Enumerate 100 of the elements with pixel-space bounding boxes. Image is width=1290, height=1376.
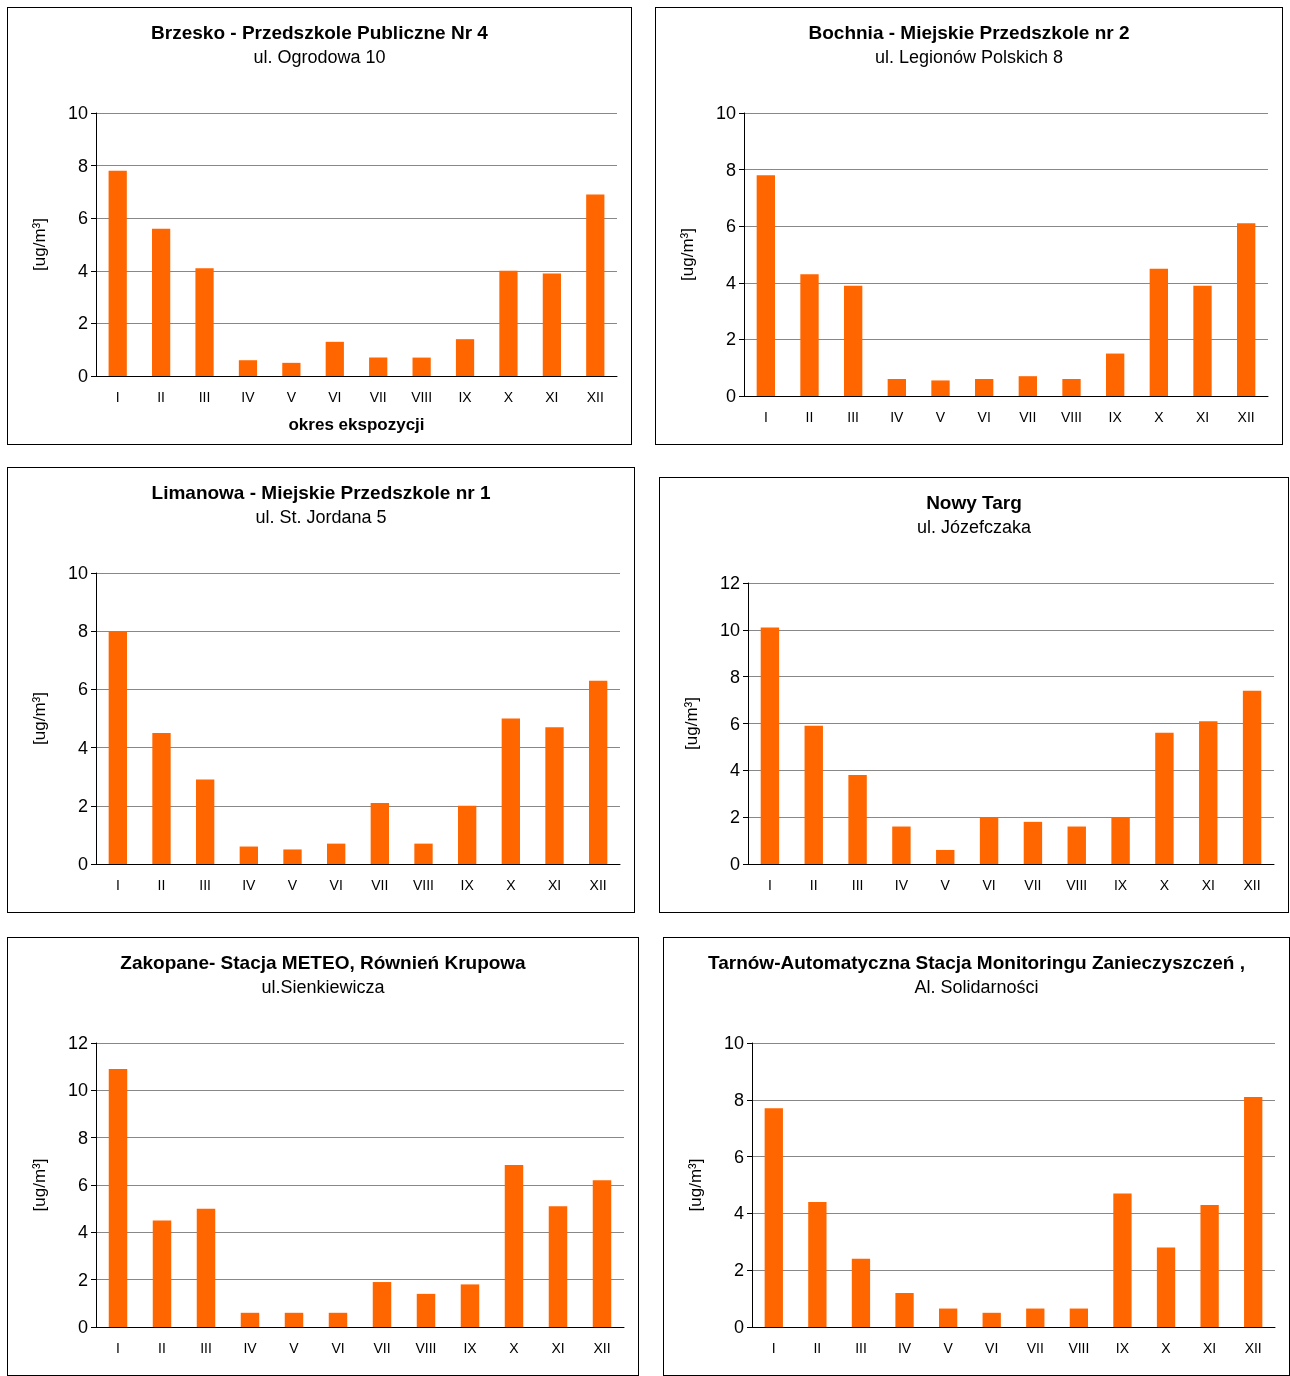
x-tick-label: X <box>1161 1340 1172 1356</box>
x-tick-label: II <box>157 877 166 893</box>
bar <box>931 380 950 396</box>
x-tick-label: XII <box>1244 1340 1262 1356</box>
bar <box>1113 1193 1132 1327</box>
x-tick-label: I <box>763 409 768 425</box>
bar <box>196 1208 216 1327</box>
y-tick-label: 10 <box>67 1080 88 1101</box>
bar <box>369 357 388 376</box>
bar <box>975 379 994 396</box>
bar <box>1199 721 1218 864</box>
x-tick-label: I <box>767 877 772 893</box>
y-tick-label: 2 <box>725 329 736 350</box>
y-tick-label: 2 <box>733 1260 744 1281</box>
chart-title: Brzesko - Przedszkole Publiczne Nr 4 <box>151 22 489 43</box>
y-tick-label: 6 <box>729 713 740 734</box>
bar <box>240 1312 260 1327</box>
chart-title: Zakopane- Stacja METEO, Równień Krupowa <box>120 952 527 973</box>
x-tick-label: X <box>1154 409 1165 425</box>
x-tick-label: IX <box>1108 409 1123 425</box>
y-tick-label: 4 <box>77 737 88 758</box>
y-tick-label: 8 <box>77 621 88 642</box>
y-tick-label: 8 <box>733 1089 744 1110</box>
bar <box>848 775 867 864</box>
y-tick-label: 6 <box>77 679 88 700</box>
y-tick-label: 6 <box>725 216 736 237</box>
y-axis-title: [ug/m³] <box>682 697 701 750</box>
x-tick-label: I <box>116 1340 120 1356</box>
chart-subtitle: ul. Józefczaka <box>916 517 1033 537</box>
bar <box>414 843 433 864</box>
bar <box>887 379 906 396</box>
x-tick-label: VII <box>373 1340 391 1356</box>
x-tick-label: X <box>503 389 514 405</box>
bar <box>196 779 215 864</box>
bar <box>851 1258 871 1327</box>
bar <box>1067 826 1086 864</box>
x-tick-label: IV <box>243 1340 258 1356</box>
chart-subtitle: ul.Sienkiewicza <box>261 977 386 997</box>
bar <box>808 1202 827 1327</box>
bar <box>283 849 302 864</box>
bar <box>936 849 955 864</box>
y-tick-label: 8 <box>77 155 88 176</box>
x-tick-label: XI <box>545 389 559 405</box>
x-tick-label: XII <box>1237 409 1255 425</box>
bar <box>504 1164 524 1327</box>
x-tick-label: III <box>200 1340 212 1356</box>
y-axis-title: [ug/m³] <box>30 692 49 745</box>
chart-title: Nowy Targ <box>926 492 1022 513</box>
bar <box>108 631 127 864</box>
x-tick-label: XII <box>1243 877 1261 893</box>
x-tick-label: VIII <box>415 1340 437 1356</box>
chart-title: Bochnia - Miejskie Przedszkole nr 2 <box>808 22 1130 43</box>
y-axis-title: [ug/m³] <box>678 228 697 281</box>
chart-subtitle: ul. Ogrodowa 10 <box>253 47 386 67</box>
bar <box>1106 353 1125 396</box>
bar <box>1026 1308 1045 1327</box>
y-tick-label: 8 <box>729 666 740 687</box>
bar <box>756 175 775 396</box>
bar <box>458 805 477 864</box>
bar <box>108 170 127 376</box>
y-tick-label: 0 <box>77 854 88 874</box>
bar <box>455 339 475 376</box>
bar <box>239 846 258 864</box>
chart-title: Limanowa - Miejskie Przedszkole nr 1 <box>151 482 491 503</box>
x-tick-label: X <box>509 1340 520 1356</box>
bar <box>1244 1096 1263 1327</box>
bar <box>1193 285 1212 396</box>
x-tick-label: III <box>855 1340 867 1356</box>
x-tick-label: III <box>847 409 859 425</box>
bar <box>844 285 863 396</box>
y-tick-label: 6 <box>77 208 88 229</box>
bar <box>1111 817 1130 864</box>
bar <box>892 826 911 864</box>
y-tick-label: 4 <box>77 260 88 281</box>
bar <box>152 228 171 376</box>
y-tick-label: 10 <box>67 103 88 123</box>
x-tick-label: VI <box>328 389 342 405</box>
bar <box>545 727 564 864</box>
x-tick-label: V <box>287 877 298 893</box>
bar <box>800 274 819 396</box>
bar <box>282 362 301 376</box>
bar <box>152 733 171 864</box>
bar <box>501 718 520 864</box>
bar <box>370 802 389 864</box>
x-tick-label: IV <box>897 1340 912 1356</box>
x-tick-label: III <box>199 877 211 893</box>
x-tick-label: XI <box>1195 409 1210 425</box>
x-tick-label: VI <box>985 1340 999 1356</box>
bar <box>108 1069 128 1327</box>
y-axis-title: [ug/m³] <box>686 1158 705 1212</box>
x-tick-label: III <box>198 389 211 405</box>
x-tick-label: VIII <box>1068 1340 1090 1356</box>
x-tick-label: VI <box>977 409 991 425</box>
x-tick-label: IX <box>1113 877 1128 893</box>
bar <box>416 1293 436 1327</box>
y-tick-label: 4 <box>729 760 740 781</box>
y-tick-label: 12 <box>719 573 740 593</box>
y-tick-label: 6 <box>733 1146 744 1167</box>
y-tick-label: 8 <box>725 159 736 180</box>
chart-subtitle: ul. St. Jordana 5 <box>255 507 387 527</box>
